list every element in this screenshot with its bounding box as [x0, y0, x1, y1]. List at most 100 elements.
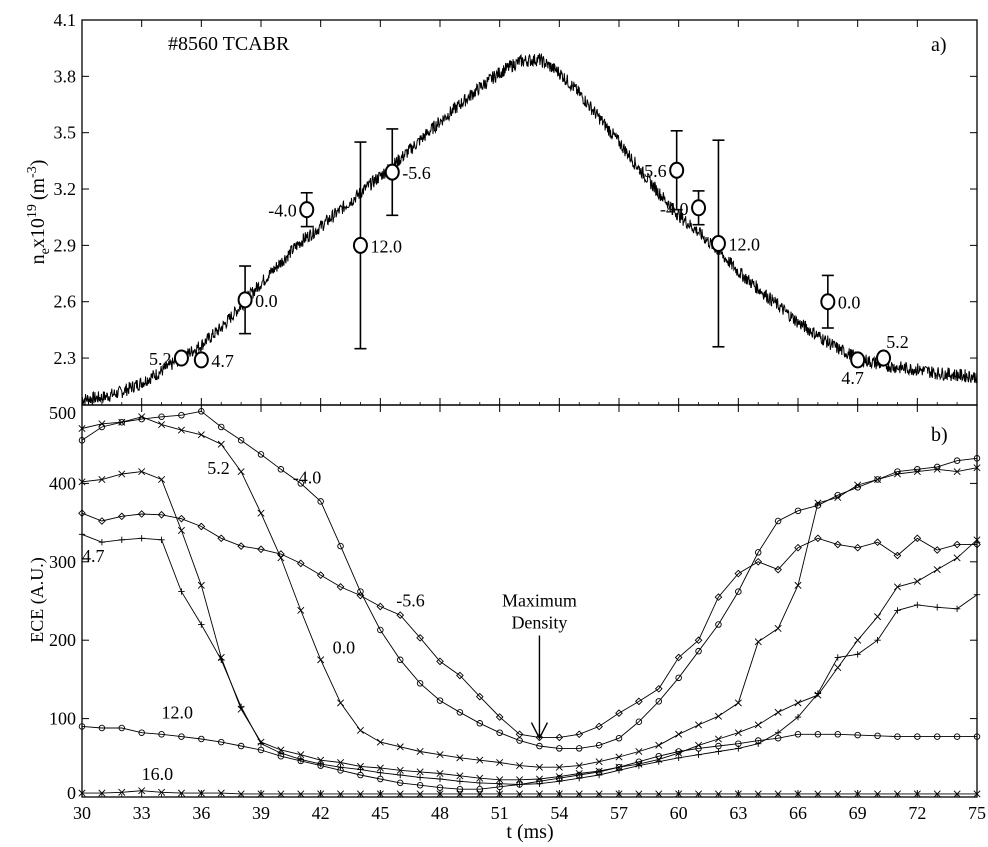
marker-x	[635, 790, 643, 798]
marker-circle	[456, 709, 464, 716]
marker-circle	[456, 785, 464, 793]
marker-x	[973, 790, 981, 798]
marker-plus	[953, 605, 961, 613]
marker-x	[734, 729, 742, 737]
x-tick-label: 39	[252, 803, 270, 823]
marker-x	[615, 753, 623, 761]
marker-diamond	[396, 611, 405, 619]
marker-diamond	[615, 709, 623, 717]
marker-circle	[357, 771, 364, 779]
marker-circle	[317, 498, 324, 505]
marker-x	[277, 790, 285, 798]
marker-x	[376, 764, 384, 772]
marker-circle	[556, 745, 563, 752]
marker-circle	[794, 731, 802, 738]
marker-x	[416, 790, 424, 798]
x-tick-label: 69	[849, 803, 867, 823]
marker-x	[675, 790, 683, 798]
marker-circle	[178, 411, 185, 419]
marker-plus	[655, 758, 662, 765]
marker-circle	[973, 455, 981, 462]
marker-x	[874, 475, 882, 483]
marker-circle	[854, 731, 861, 739]
marker-diamond	[913, 534, 922, 543]
marker-diamond	[734, 569, 743, 578]
marker-x	[158, 788, 166, 796]
marker-x	[158, 475, 166, 483]
marker-plus	[476, 779, 483, 787]
marker-circle	[774, 734, 782, 742]
y-tick-label-b: 500	[49, 403, 76, 423]
marker-x	[98, 475, 106, 483]
marker-x	[317, 756, 325, 764]
marker-x	[396, 790, 404, 798]
marker-circle	[217, 423, 225, 431]
x-tick-label: 45	[371, 803, 389, 823]
marker-diamond	[893, 551, 902, 560]
marker-circle	[834, 731, 842, 738]
marker-circle	[615, 734, 623, 742]
x-tick-label: 60	[670, 803, 688, 823]
marker-circle	[754, 737, 762, 744]
marker-x	[834, 664, 842, 672]
ece-series-4.7	[78, 531, 981, 788]
marker-diamond	[774, 565, 782, 574]
ece-series-16.0	[78, 787, 981, 798]
point-marker	[710, 234, 726, 252]
marker-circle	[496, 729, 503, 736]
marker-x	[476, 774, 484, 782]
marker-circle	[675, 674, 682, 682]
marker-circle	[715, 621, 722, 628]
marker-diamond	[376, 602, 385, 611]
marker-diamond	[237, 542, 245, 550]
marker-x	[356, 726, 364, 734]
marker-x	[217, 440, 225, 448]
marker-x	[337, 758, 345, 767]
annotation-arrow	[530, 635, 549, 740]
marker-plus	[814, 690, 822, 697]
marker-circle	[735, 588, 742, 595]
marker-x	[874, 790, 882, 798]
marker-plus	[456, 778, 464, 785]
data-point: 12.0	[710, 139, 760, 348]
marker-diamond	[217, 534, 226, 543]
marker-diamond	[575, 730, 584, 739]
marker-x	[118, 470, 126, 478]
y-tick-label-b: 0	[67, 783, 76, 803]
marker-x	[555, 790, 563, 798]
marker-diamond	[197, 522, 206, 531]
marker-diamond	[555, 733, 564, 742]
density-trace	[81, 52, 978, 405]
marker-x	[714, 735, 722, 743]
x-tick-label: 33	[133, 803, 151, 823]
marker-circle	[774, 517, 782, 525]
marker-circle	[317, 762, 324, 769]
x-tick-label: 72	[908, 803, 926, 823]
marker-x	[754, 790, 762, 798]
marker-circle	[536, 742, 543, 750]
marker-x	[516, 776, 524, 784]
marker-x	[496, 790, 504, 798]
point-marker	[820, 293, 836, 311]
marker-circle	[297, 480, 305, 487]
marker-x	[177, 426, 185, 434]
data-point: 0.0	[820, 274, 860, 329]
marker-diamond	[316, 571, 325, 579]
marker-circle	[973, 733, 981, 740]
marker-diamond	[495, 713, 504, 721]
ece-line	[81, 533, 978, 785]
marker-circle	[635, 718, 643, 725]
marker-x	[436, 790, 444, 798]
marker-x	[177, 526, 185, 534]
marker-plus	[397, 771, 404, 779]
marker-plus	[138, 535, 145, 542]
marker-circle	[476, 785, 484, 793]
point-marker	[299, 201, 315, 219]
marker-diamond	[754, 557, 763, 566]
marker-plus	[675, 754, 682, 761]
ece-line	[81, 725, 977, 790]
marker-x	[893, 583, 901, 591]
x-tick-label: 42	[312, 803, 330, 823]
marker-circle	[416, 781, 424, 789]
marker-x	[774, 708, 782, 716]
